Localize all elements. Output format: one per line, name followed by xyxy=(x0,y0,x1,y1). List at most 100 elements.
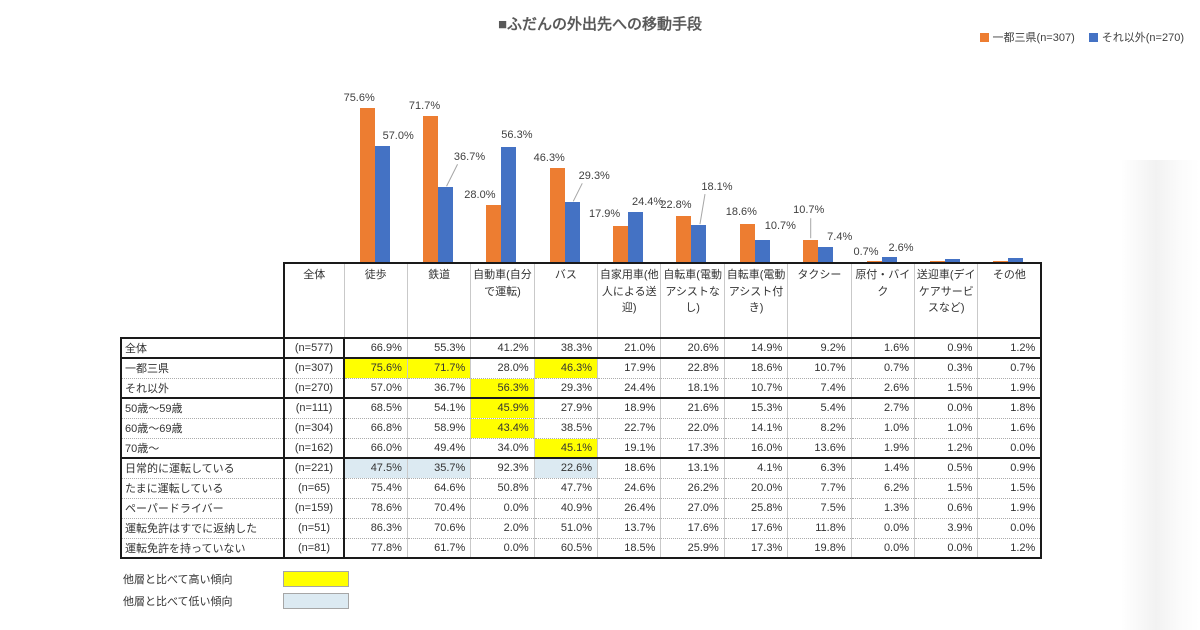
value-cell: 1.8% xyxy=(977,397,1043,419)
value-cell: 34.0% xyxy=(470,437,535,459)
value-cell: 24.6% xyxy=(597,477,662,499)
highlight-legend-low: 他層と比べて低い傾向 xyxy=(123,593,349,609)
bar-series1-cat8 xyxy=(866,260,882,262)
value-cell: 56.3% xyxy=(470,377,535,399)
table-row: ペーパードライバー (n=159) 78.6% 70.4% 0.0% 40.9% 26.4%… xyxy=(120,497,1043,519)
table-row: それ以外 (n=270) 57.0% 36.7% 56.3% 29.3% 24.4% 18.1… xyxy=(120,377,1043,399)
value-cell: 10.7% xyxy=(723,377,789,399)
legend-swatch-orange-icon xyxy=(979,32,989,42)
value-cell: 1.9% xyxy=(977,377,1043,399)
column-header-total: 全体 xyxy=(283,262,345,339)
value-cell: 58.9% xyxy=(406,417,472,439)
value-cell: 1.5% xyxy=(914,377,979,399)
row-n: (n=159) xyxy=(283,497,345,519)
value-cell: 13.6% xyxy=(787,437,852,459)
table-row: 50歳〜59歳 (n=111) 68.5% 54.1% 45.9% 27.9% 18.9% 2… xyxy=(120,397,1043,419)
row-label: たまに運転している xyxy=(120,477,285,499)
bar-value-label: 75.6% xyxy=(343,92,375,104)
value-cell: 0.0% xyxy=(977,517,1043,539)
bar-series1-cat3 xyxy=(549,167,565,262)
table-row: 運転免許はすでに返納した (n=51) 86.3% 70.6% 2.0% 51.0% 13.… xyxy=(120,517,1043,539)
value-cell: 15.3% xyxy=(723,397,789,419)
grouped-bar-chart: 75.6% 57.0% 71.7% 36.7% 28.0% 56.3% 46.3% 29.3%… xyxy=(343,75,1041,262)
value-cell: 60.5% xyxy=(533,537,599,559)
value-cell: 0.0% xyxy=(850,537,916,559)
bar-series2-cat3 xyxy=(564,202,580,262)
value-cell: 45.9% xyxy=(470,397,535,419)
value-cell: 20.0% xyxy=(723,477,789,499)
highlight-legend-low-label: 他層と比べて低い傾向 xyxy=(123,596,233,608)
bar-value-label: 36.7% xyxy=(453,151,486,164)
value-cell: 6.3% xyxy=(787,457,852,479)
column-header-8: 原付・バイク xyxy=(850,262,916,339)
highlight-legend: 他層と比べて高い傾向 他層と比べて低い傾向 xyxy=(123,571,349,615)
value-cell: 22.0% xyxy=(660,417,725,439)
value-cell: 0.0% xyxy=(470,497,535,519)
table-corner-blank xyxy=(121,263,284,338)
value-cell: 1.2% xyxy=(977,537,1043,559)
bar-series2-cat7 xyxy=(818,246,834,262)
value-cell: 43.4% xyxy=(470,417,535,439)
value-cell: 36.7% xyxy=(406,377,472,399)
value-cell: 0.7% xyxy=(850,357,916,379)
value-cell: 11.8% xyxy=(787,517,852,539)
value-cell: 19.8% xyxy=(787,537,852,559)
highlight-legend-high-label: 他層と比べて高い傾向 xyxy=(123,574,233,586)
value-cell: 24.4% xyxy=(597,377,662,399)
value-cell: 2.0% xyxy=(470,517,535,539)
bar-series1-cat0 xyxy=(359,108,375,262)
value-cell: 1.2% xyxy=(914,437,979,459)
value-cell: 49.4% xyxy=(406,437,472,459)
bar-value-label: 10.7% xyxy=(793,204,825,217)
value-cell: 0.0% xyxy=(914,397,979,419)
value-cell: 38.3% xyxy=(533,337,599,359)
data-table: 全体 徒歩 鉄道 自動車(自分で運転) バス 自家用車(他人による送迎) 自転車(電動アシス… xyxy=(120,262,1043,559)
value-cell: 0.3% xyxy=(914,357,979,379)
value-cell: 92.3% xyxy=(470,457,535,479)
value-cell: 28.0% xyxy=(470,357,535,379)
value-cell: 4.1% xyxy=(723,457,789,479)
row-n: (n=51) xyxy=(283,517,345,539)
value-cell: 27.0% xyxy=(660,497,725,519)
value-cell: 1.9% xyxy=(850,437,916,459)
value-cell: 1.5% xyxy=(977,477,1043,499)
bar-series2-cat6 xyxy=(754,240,770,262)
value-cell: 19.1% xyxy=(597,437,662,459)
value-cell: 1.9% xyxy=(977,497,1043,519)
bar-series2-cat10 xyxy=(1008,258,1024,262)
row-label: 運転免許を持っていない xyxy=(120,537,285,559)
value-cell: 54.1% xyxy=(406,397,472,419)
value-cell: 70.4% xyxy=(406,497,472,519)
table-row: たまに運転している (n=65) 75.4% 64.6% 50.8% 47.7% 24.6%… xyxy=(120,477,1043,499)
value-cell: 18.1% xyxy=(660,377,725,399)
value-cell: 66.9% xyxy=(343,337,408,359)
table-row: 全体 (n=577) 66.9% 55.3% 41.2% 38.3% 21.0% 20.6% 1… xyxy=(120,337,1043,359)
value-cell: 18.6% xyxy=(597,457,662,479)
row-n: (n=577) xyxy=(283,337,345,359)
bar-series2-cat2 xyxy=(501,147,517,262)
value-cell: 71.7% xyxy=(406,357,472,379)
value-cell: 47.7% xyxy=(533,477,599,499)
bar-value-label: 10.7% xyxy=(764,220,796,233)
value-cell: 35.7% xyxy=(406,457,472,479)
row-label: それ以外 xyxy=(120,377,285,399)
row-label: 60歳〜69歳 xyxy=(120,417,285,439)
label-leader-lines xyxy=(446,164,812,239)
value-cell: 20.6% xyxy=(660,337,725,359)
value-cell: 1.6% xyxy=(850,337,916,359)
value-cell: 38.5% xyxy=(533,417,599,439)
highlight-legend-high: 他層と比べて高い傾向 xyxy=(123,571,349,587)
highlight-swatch-lightblue-icon xyxy=(283,593,349,609)
legend-label-other: それ以外(n=270) xyxy=(1101,32,1184,44)
bar-value-label: 2.6% xyxy=(888,241,914,254)
bar-value-label: 17.9% xyxy=(589,207,621,220)
value-cell: 50.8% xyxy=(470,477,535,499)
bar-series1-cat4 xyxy=(613,225,629,262)
row-label: 一都三県 xyxy=(120,357,285,379)
value-cell: 86.3% xyxy=(343,517,408,539)
chart-title: ■ふだんの外出先への移動手段 xyxy=(497,16,703,33)
bar-series2-cat9 xyxy=(944,258,960,262)
value-cell: 29.3% xyxy=(533,377,599,399)
value-cell: 75.4% xyxy=(343,477,408,499)
column-header-3: バス xyxy=(533,262,599,339)
